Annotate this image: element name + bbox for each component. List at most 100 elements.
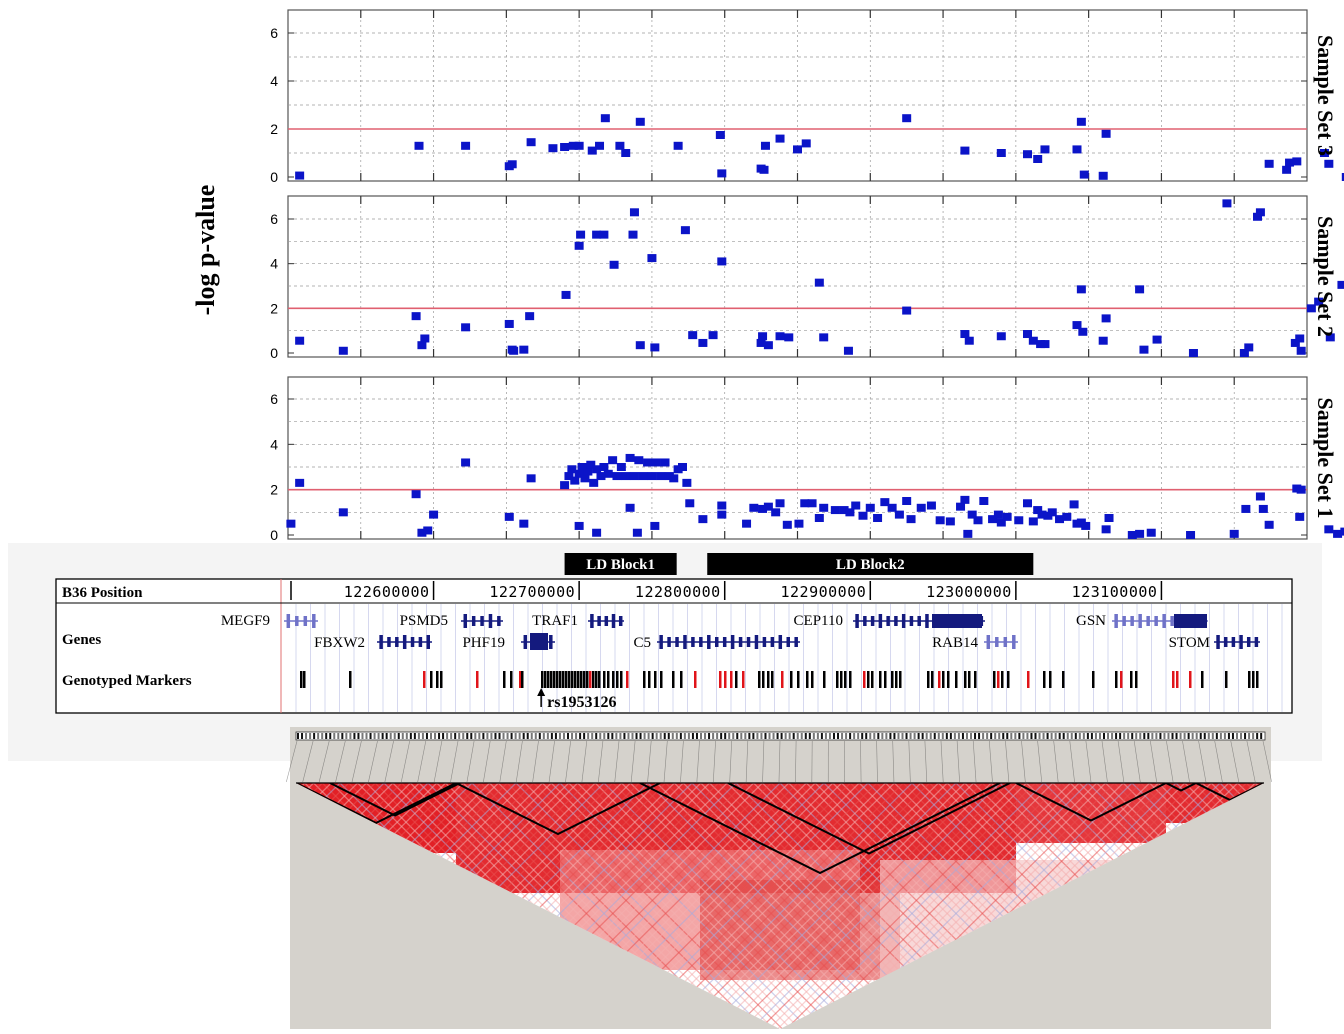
ld-marker-tick [603, 733, 605, 739]
data-point [776, 135, 785, 143]
genotyped-marker [1007, 671, 1010, 688]
genotyped-marker [806, 671, 809, 688]
exon [387, 637, 391, 647]
genotyped-marker [660, 671, 663, 688]
ld-marker-tick [696, 733, 698, 739]
genotyped-marker [1201, 671, 1204, 688]
data-point [681, 226, 690, 234]
ld-marker-tick [370, 733, 372, 739]
ruler-tick-label: 122700000 [489, 583, 575, 601]
ld-marker-tick [619, 733, 621, 739]
ld-marker-tick [652, 733, 654, 739]
ld-marker-tick [950, 733, 952, 739]
data-point [1256, 208, 1265, 216]
ld-marker-tick [676, 733, 678, 739]
ld-marker-tick [1107, 733, 1109, 739]
data-point [1256, 492, 1265, 500]
exon [427, 635, 431, 649]
ld-marker-tick [1030, 733, 1032, 739]
data-point [1139, 346, 1148, 354]
data-point [1070, 500, 1079, 508]
y-tick-label: 0 [270, 169, 278, 185]
exon [794, 637, 798, 647]
data-point [505, 320, 514, 328]
ld-marker-tick [748, 733, 750, 739]
genotyped-marker [790, 671, 793, 688]
data-point [1292, 157, 1301, 165]
ld-marker-tick [430, 733, 432, 739]
genotyped-marker [871, 671, 874, 688]
ld-marker-tick [889, 733, 891, 739]
data-point [339, 347, 348, 355]
data-point [1189, 349, 1198, 357]
ld-marker-tick [527, 733, 529, 739]
ld-stripe [36, 783, 296, 1029]
ld-marker-tick [644, 733, 646, 739]
ld-marker-tick [1002, 733, 1004, 739]
genotyped-marker [771, 671, 774, 688]
ld-marker-tick [906, 733, 908, 739]
genotyped-marker [654, 671, 657, 688]
ld-marker-tick [1240, 733, 1242, 739]
data-point [776, 332, 785, 340]
ld-marker-tick [716, 733, 718, 739]
y-tick-label: 0 [270, 345, 278, 361]
data-point [761, 142, 770, 150]
ld-marker-tick [1095, 733, 1097, 739]
data-point [560, 143, 569, 151]
data-point [895, 511, 904, 519]
ld-marker-tick [1184, 733, 1186, 739]
genotyped-marker [1043, 671, 1046, 688]
ld-marker-tick [760, 733, 762, 739]
ld-marker-tick [1071, 733, 1073, 739]
genotyped-marker [742, 671, 745, 688]
data-point [1135, 285, 1144, 293]
data-point [1324, 160, 1333, 168]
ld-marker-tick [1034, 733, 1036, 739]
data-point [1295, 513, 1304, 521]
genotyped-marker [1176, 671, 1179, 688]
ld-marker-tick [829, 733, 831, 739]
ld-marker-tick [1216, 733, 1218, 739]
genotyped-marker [643, 671, 646, 688]
genotyped-marker [735, 671, 738, 688]
panel-label: Sample Set 3 [1313, 35, 1338, 156]
data-point [575, 242, 584, 250]
ld-marker-tick [744, 733, 746, 739]
genotyped-marker [1252, 671, 1255, 688]
ld-marker-tick [1167, 733, 1169, 739]
data-point [963, 530, 972, 538]
ld-marker-tick [1018, 733, 1020, 739]
genotyped-marker [767, 671, 770, 688]
data-point [1230, 530, 1239, 538]
ld-marker-tick [1196, 733, 1198, 739]
ld-marker-tick [1172, 733, 1174, 739]
ld-marker-tick [837, 733, 839, 739]
ld-marker-tick [672, 733, 674, 739]
exon [910, 616, 914, 626]
exon [472, 616, 476, 626]
data-point [936, 516, 945, 524]
ld-marker-tick [692, 733, 694, 739]
exon [395, 637, 399, 647]
ld-marker-tick [668, 733, 670, 739]
exon [855, 614, 859, 628]
exon [304, 616, 308, 626]
ld-marker-tick [958, 733, 960, 739]
data-point [960, 147, 969, 155]
ld-marker-tick [551, 733, 553, 739]
data-point [575, 142, 584, 150]
data-point [636, 118, 645, 126]
ld-marker-tick [700, 733, 702, 739]
ld-marker-tick [1180, 733, 1182, 739]
y-axis-label: -log p-value [191, 185, 220, 316]
exon [786, 637, 790, 647]
ld-marker-tick [313, 733, 315, 739]
genotyped-marker [476, 671, 479, 688]
ld-marker-tick [631, 733, 633, 739]
exon [747, 637, 751, 647]
data-point [626, 504, 635, 512]
ld-marker-tick [579, 733, 581, 739]
